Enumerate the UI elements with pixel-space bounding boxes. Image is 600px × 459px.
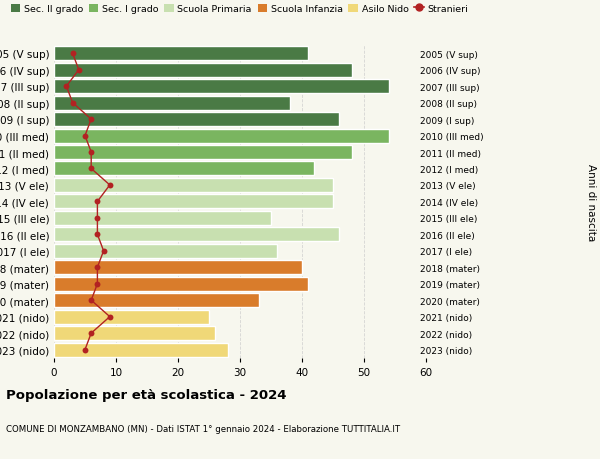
Bar	[54, 212, 271, 225]
Point	[62, 83, 71, 90]
Bar	[54, 80, 389, 94]
Bar	[54, 113, 339, 127]
Point	[74, 67, 83, 74]
Text: Popolazione per età scolastica - 2024: Popolazione per età scolastica - 2024	[6, 388, 287, 401]
Bar	[54, 228, 339, 242]
Bar	[54, 326, 215, 341]
Text: Anni di nascita: Anni di nascita	[586, 163, 596, 241]
Point	[80, 133, 90, 140]
Legend: Sec. II grado, Sec. I grado, Scuola Primaria, Scuola Infanzia, Asilo Nido, Stran: Sec. II grado, Sec. I grado, Scuola Prim…	[11, 5, 468, 14]
Point	[92, 215, 102, 222]
Point	[92, 264, 102, 271]
Point	[86, 149, 96, 157]
Text: COMUNE DI MONZAMBANO (MN) - Dati ISTAT 1° gennaio 2024 - Elaborazione TUTTITALIA: COMUNE DI MONZAMBANO (MN) - Dati ISTAT 1…	[6, 425, 400, 434]
Point	[105, 182, 115, 189]
Bar	[54, 146, 352, 160]
Bar	[54, 343, 227, 357]
Point	[92, 231, 102, 239]
Point	[68, 50, 77, 58]
Point	[99, 247, 109, 255]
Bar	[54, 195, 333, 209]
Bar	[54, 179, 333, 192]
Bar	[54, 96, 290, 110]
Point	[92, 198, 102, 206]
Point	[68, 100, 77, 107]
Bar	[54, 63, 352, 78]
Point	[86, 297, 96, 304]
Bar	[54, 310, 209, 324]
Bar	[54, 294, 259, 308]
Point	[105, 313, 115, 321]
Point	[80, 346, 90, 353]
Bar	[54, 277, 308, 291]
Bar	[54, 244, 277, 258]
Bar	[54, 47, 308, 61]
Point	[86, 330, 96, 337]
Bar	[54, 162, 314, 176]
Point	[86, 116, 96, 123]
Bar	[54, 261, 302, 274]
Point	[86, 165, 96, 173]
Point	[92, 280, 102, 288]
Bar	[54, 129, 389, 143]
